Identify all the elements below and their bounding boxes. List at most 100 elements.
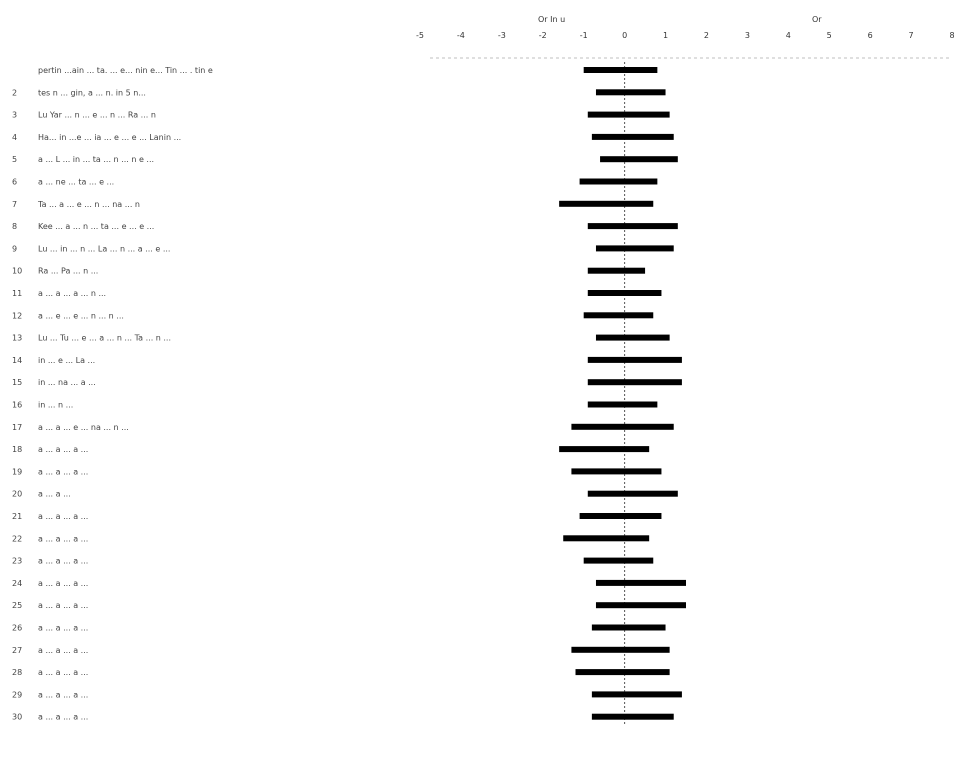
- row-number: 14: [12, 356, 22, 365]
- row-label: Lu ... Tu ... e ... a ... n ... Ta ... n…: [38, 334, 171, 343]
- row-label: Ra ... Pa ... n ...: [38, 267, 98, 276]
- x-tick-label: 5: [827, 31, 832, 40]
- plot-row: 27 a ... a ... a ...: [12, 646, 670, 655]
- row-label: a ... ne ... ta ... e ...: [38, 178, 114, 187]
- range-bar: [587, 290, 662, 296]
- x-tick-label: 7: [909, 31, 914, 40]
- range-bar: [583, 312, 654, 319]
- x-tick-label: 1: [663, 31, 668, 40]
- row-number: 16: [12, 401, 22, 410]
- row-label: a ... a ... a ...: [38, 690, 88, 699]
- plot-row: 13 Lu ... Tu ... e ... a ... n ... Ta ...…: [12, 334, 670, 343]
- x-axis-ticks: -5 -4 -3 -2 -1 0 1 2 3 4 5 6 7 8: [416, 31, 955, 40]
- range-bar: [579, 513, 662, 519]
- column-headers: Or In u Or: [538, 15, 822, 24]
- row-number: 13: [12, 334, 22, 343]
- range-bar: [563, 535, 650, 542]
- plot-row: 7 Ta ... a ... e ... n ... na ... n: [12, 200, 654, 209]
- row-label: Lu ... in ... n ... La ... n ... a ... e…: [38, 244, 170, 253]
- range-bar: [595, 602, 686, 609]
- header-left: Or In u: [538, 15, 565, 24]
- plot-row: 11 a ... a ... a ... n ...: [12, 289, 662, 298]
- range-bar: [583, 67, 658, 73]
- range-bar: [587, 223, 678, 230]
- range-bar: [595, 89, 666, 96]
- header-right: Or: [812, 15, 822, 24]
- row-number: 7: [12, 200, 17, 209]
- row-label: a ... a ... a ...: [38, 534, 88, 543]
- row-number: 12: [12, 311, 22, 320]
- plot-row: 24 a ... a ... a ...: [12, 579, 686, 588]
- x-tick-label: -3: [498, 31, 506, 40]
- range-bar: [600, 156, 678, 163]
- row-label: in ... e ... La ...: [38, 356, 95, 365]
- row-label: a ... a ...: [38, 490, 71, 499]
- row-label: a ... a ... a ...: [38, 512, 88, 521]
- row-number: 6: [12, 178, 17, 187]
- range-bar: [579, 178, 658, 185]
- x-tick-label: 4: [786, 31, 791, 40]
- range-bar: [591, 691, 682, 698]
- range-bar: [587, 490, 678, 497]
- range-bar: [591, 133, 674, 140]
- range-bar: [571, 423, 674, 430]
- row-label: a ... a ... a ...: [38, 601, 88, 610]
- plot-row: 20 a ... a ...: [12, 490, 678, 499]
- range-bar: [587, 379, 682, 386]
- row-number: 3: [12, 111, 17, 120]
- row-label: Ta ... a ... e ... n ... na ... n: [37, 200, 140, 209]
- plot-row: 16 in ... n ...: [12, 401, 658, 410]
- range-bar: [583, 557, 654, 564]
- row-label: a ... a ... a ...: [38, 624, 88, 633]
- row-label: a ... e ... e ... n ... n ...: [38, 311, 124, 320]
- row-number: 22: [12, 534, 22, 543]
- row-label: a ... a ... a ...: [38, 668, 88, 677]
- row-label: Ha... in ...e ... ia ... e ... e ... Lan…: [38, 133, 181, 142]
- range-bar: [591, 713, 674, 720]
- row-label: Lu Yar ... n ... e ... n ... Ra ... n: [38, 111, 156, 120]
- row-number: 2: [12, 88, 17, 97]
- range-bar: [559, 446, 650, 453]
- plot-row: 25 a ... a ... a ...: [12, 601, 686, 610]
- row-number: 30: [12, 713, 22, 722]
- plot-row: 30 a ... a ... a ...: [12, 713, 674, 722]
- row-number: 4: [12, 133, 17, 142]
- row-number: 23: [12, 557, 22, 566]
- range-bar: [595, 334, 670, 341]
- x-tick-label: 0: [622, 31, 627, 40]
- row-number: 15: [12, 378, 22, 387]
- range-bar: [571, 646, 670, 653]
- range-bar: [587, 356, 682, 363]
- range-bar: [587, 111, 670, 118]
- range-bar: [587, 401, 658, 408]
- plot-row: 29 a ... a ... a ...: [12, 690, 682, 699]
- plot-row: 17 a ... a ... e ... na ... n ...: [12, 423, 674, 432]
- row-label: a ... a ... a ...: [38, 445, 88, 454]
- row-number: 10: [12, 267, 22, 276]
- row-number: 11: [12, 289, 22, 298]
- range-bar: [571, 468, 662, 475]
- plot-row: 23 a ... a ... a ...: [12, 557, 654, 566]
- plot-row: 14 in ... e ... La ...: [12, 356, 682, 365]
- row-label: a ... a ... a ...: [38, 579, 88, 588]
- row-label: a ... a ... a ...: [38, 557, 88, 566]
- row-label: pertin ...ain ... ta. ... e... nin e... …: [38, 66, 213, 75]
- x-tick-label: 2: [704, 31, 709, 40]
- x-tick-label: -2: [539, 31, 547, 40]
- range-bar: [595, 579, 686, 586]
- plot-row: pertin ...ain ... ta. ... e... nin e... …: [38, 66, 658, 75]
- plot-row: 10 Ra ... Pa ... n ...: [12, 267, 646, 276]
- x-tick-label: 6: [868, 31, 873, 40]
- row-number: 28: [12, 668, 22, 677]
- row-label: a ... a ... a ...: [38, 646, 88, 655]
- plot-row: 19 a ... a ... a ...: [12, 467, 662, 476]
- row-number: 19: [12, 467, 22, 476]
- row-label: in ... na ... a ...: [38, 378, 96, 387]
- row-number: 9: [12, 244, 17, 253]
- plot-row: 21 a ... a ... a ...: [12, 512, 662, 521]
- row-number: 17: [12, 423, 22, 432]
- range-bar: [575, 669, 670, 676]
- range-bar: [595, 245, 674, 252]
- x-tick-label: 3: [745, 31, 750, 40]
